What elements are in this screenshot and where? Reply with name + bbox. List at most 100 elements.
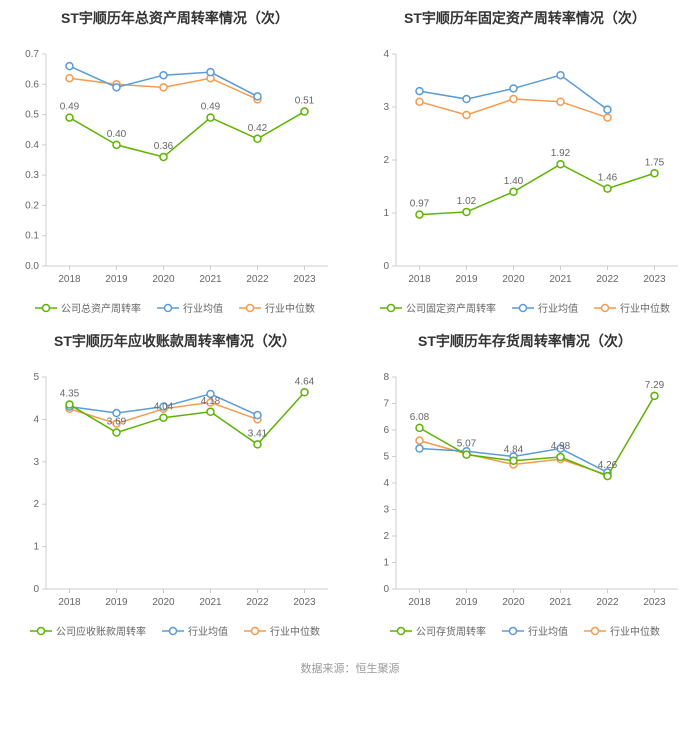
svg-text:2022: 2022 [246, 274, 269, 285]
svg-text:2019: 2019 [455, 274, 478, 285]
chart-receivable: ST宇顺历年应收账款周转率情况（次） 012345201820192020202… [0, 323, 350, 646]
legend-label: 行业中位数 [265, 300, 315, 315]
svg-text:2020: 2020 [502, 597, 525, 608]
chart-inventory: ST宇顺历年存货周转率情况（次） 01234567820182019202020… [350, 323, 700, 646]
chart-title: ST宇顺历年总资产周转率情况（次） [8, 8, 342, 28]
svg-text:0.6: 0.6 [25, 79, 39, 90]
legend-marker-icon [244, 626, 266, 636]
legend: 公司应收账款周转率行业均值行业中位数 [8, 623, 342, 638]
svg-text:1.75: 1.75 [645, 157, 665, 168]
svg-text:4: 4 [33, 414, 39, 425]
svg-text:4.98: 4.98 [551, 441, 571, 452]
chart-canvas: 0123452018201920202021202220234.353.694.… [8, 357, 342, 617]
svg-text:2023: 2023 [293, 597, 316, 608]
legend-item: 行业均值 [502, 623, 568, 638]
chart-canvas: 012342018201920202021202220230.971.021.4… [358, 34, 692, 294]
legend-item: 行业均值 [512, 300, 578, 315]
legend-marker-icon [162, 626, 184, 636]
svg-text:0.3: 0.3 [25, 170, 39, 181]
chart-title: ST宇顺历年应收账款周转率情况（次） [8, 331, 342, 351]
legend-label: 行业中位数 [270, 623, 320, 638]
svg-text:4.64: 4.64 [295, 376, 315, 387]
legend-marker-icon [584, 626, 606, 636]
svg-text:1: 1 [383, 558, 389, 569]
legend-label: 公司存货周转率 [416, 623, 486, 638]
svg-text:0.97: 0.97 [410, 199, 430, 210]
legend-marker-icon [594, 303, 616, 313]
chart-title: ST宇顺历年固定资产周转率情况（次） [358, 8, 692, 28]
svg-text:0.0: 0.0 [25, 261, 39, 272]
svg-text:3.41: 3.41 [248, 428, 268, 439]
svg-text:0: 0 [383, 261, 389, 272]
svg-text:4: 4 [383, 49, 389, 60]
svg-text:0.42: 0.42 [248, 123, 268, 134]
svg-text:2: 2 [33, 499, 39, 510]
chart-title: ST宇顺历年存货周转率情况（次） [358, 331, 692, 351]
svg-text:5: 5 [33, 372, 39, 383]
legend-marker-icon [157, 303, 179, 313]
legend-label: 行业均值 [183, 300, 223, 315]
chart-canvas: 0.00.10.20.30.40.50.60.72018201920202021… [8, 34, 342, 294]
svg-text:2018: 2018 [58, 597, 81, 608]
svg-text:0.5: 0.5 [25, 110, 39, 121]
svg-text:0: 0 [383, 584, 389, 595]
svg-text:6.08: 6.08 [410, 412, 430, 423]
svg-text:2018: 2018 [58, 274, 81, 285]
svg-text:2019: 2019 [105, 274, 128, 285]
legend: 公司固定资产周转率 行业均值 行业中位数 [358, 300, 692, 315]
svg-text:2022: 2022 [596, 274, 619, 285]
svg-text:3: 3 [383, 102, 389, 113]
svg-text:2021: 2021 [549, 597, 572, 608]
legend: 公司总资产周转率 行业均值 行业中位数 [8, 300, 342, 315]
svg-text:2023: 2023 [293, 274, 316, 285]
legend-label: 行业中位数 [620, 300, 670, 315]
svg-text:1: 1 [383, 208, 389, 219]
svg-text:0.40: 0.40 [107, 129, 127, 140]
svg-text:2022: 2022 [246, 597, 269, 608]
svg-text:4.04: 4.04 [154, 402, 174, 413]
svg-text:4: 4 [383, 478, 389, 489]
svg-text:7: 7 [383, 399, 389, 410]
svg-text:1: 1 [33, 542, 39, 553]
svg-text:2020: 2020 [152, 597, 175, 608]
svg-text:4.18: 4.18 [201, 396, 221, 407]
legend-item: 行业中位数 [244, 623, 320, 638]
svg-text:0.1: 0.1 [25, 231, 39, 242]
svg-text:8: 8 [383, 372, 389, 383]
legend-marker-icon [35, 303, 57, 313]
svg-text:1.02: 1.02 [457, 196, 477, 207]
svg-text:2020: 2020 [152, 274, 175, 285]
legend-marker-icon [502, 626, 524, 636]
svg-text:2021: 2021 [199, 274, 222, 285]
legend-item: 公司固定资产周转率 [380, 300, 496, 315]
svg-text:6: 6 [383, 425, 389, 436]
svg-text:2021: 2021 [199, 597, 222, 608]
svg-text:3: 3 [383, 505, 389, 516]
legend-item: 公司应收账款周转率 [30, 623, 146, 638]
svg-text:2: 2 [383, 531, 389, 542]
svg-text:0.51: 0.51 [295, 96, 315, 107]
svg-text:2020: 2020 [502, 274, 525, 285]
svg-text:4.26: 4.26 [598, 460, 618, 471]
svg-text:2019: 2019 [455, 597, 478, 608]
legend-item: 公司总资产周转率 [35, 300, 141, 315]
svg-text:5.07: 5.07 [457, 439, 477, 450]
svg-text:1.92: 1.92 [551, 148, 571, 159]
svg-text:3.69: 3.69 [107, 417, 127, 428]
charts-grid: ST宇顺历年总资产周转率情况（次） 0.0 0.1 0.2 0.3 0.4 0.5 0.6 0… [0, 0, 700, 646]
legend-item: 行业中位数 [239, 300, 315, 315]
svg-text:0.49: 0.49 [60, 102, 80, 113]
legend-item: 行业均值 [157, 300, 223, 315]
svg-text:0.2: 0.2 [25, 200, 39, 211]
chart-total-asset: ST宇顺历年总资产周转率情况（次） 0.0 0.1 0.2 0.3 0.4 0.5 0.6 0… [0, 0, 350, 323]
svg-text:0.36: 0.36 [154, 141, 174, 152]
svg-text:2: 2 [383, 155, 389, 166]
svg-text:0.49: 0.49 [201, 102, 221, 113]
svg-text:3: 3 [33, 457, 39, 468]
legend-label: 行业均值 [538, 300, 578, 315]
legend-label: 公司固定资产周转率 [406, 300, 496, 315]
chart-fixed-asset: ST宇顺历年固定资产周转率情况（次） 012342018201920202021… [350, 0, 700, 323]
svg-text:0.4: 0.4 [25, 140, 39, 151]
legend-marker-icon [512, 303, 534, 313]
svg-text:2019: 2019 [105, 597, 128, 608]
